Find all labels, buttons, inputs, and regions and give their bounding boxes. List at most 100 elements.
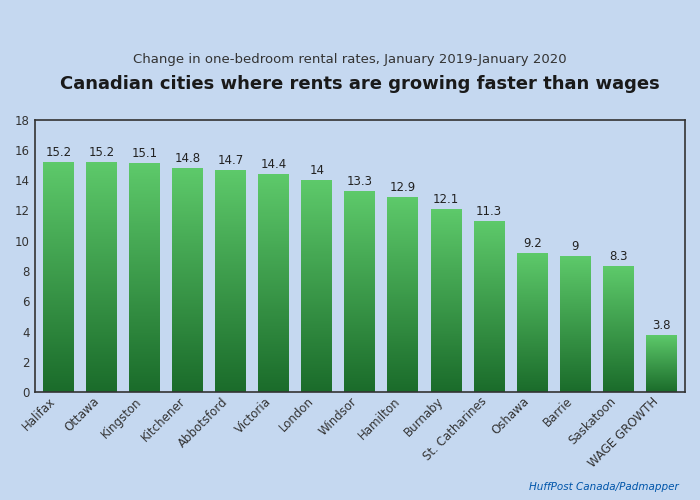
Bar <box>344 308 375 310</box>
Bar <box>216 238 246 240</box>
Bar <box>560 348 591 349</box>
Bar <box>344 206 375 207</box>
Bar <box>302 290 332 292</box>
Bar <box>302 213 332 214</box>
Bar <box>474 251 505 252</box>
Bar <box>216 241 246 242</box>
Bar <box>172 310 203 312</box>
Bar <box>216 314 246 316</box>
Bar <box>430 375 461 376</box>
Bar <box>344 270 375 272</box>
Bar <box>130 247 160 248</box>
Bar <box>172 390 203 391</box>
Bar <box>43 364 74 366</box>
Bar <box>560 324 591 326</box>
Bar <box>560 288 591 290</box>
Bar <box>560 279 591 280</box>
Bar <box>216 322 246 323</box>
Bar <box>430 363 461 364</box>
Bar <box>474 238 505 239</box>
Bar <box>560 314 591 315</box>
Bar <box>517 271 547 272</box>
Bar <box>344 370 375 371</box>
Bar <box>388 389 419 390</box>
Bar <box>344 239 375 240</box>
Bar <box>43 182 74 184</box>
Bar <box>43 336 74 337</box>
Bar <box>43 369 74 370</box>
Bar <box>130 266 160 268</box>
Bar <box>216 212 246 213</box>
Bar <box>216 208 246 210</box>
Bar <box>430 240 461 241</box>
Bar <box>560 365 591 366</box>
Bar <box>430 219 461 220</box>
Bar <box>560 326 591 327</box>
Bar <box>474 285 505 286</box>
Bar <box>130 288 160 290</box>
Bar <box>302 340 332 342</box>
Bar <box>216 328 246 330</box>
Bar <box>517 312 547 313</box>
Bar <box>172 372 203 373</box>
Bar <box>344 384 375 385</box>
Bar <box>388 286 419 288</box>
Bar <box>43 278 74 280</box>
Bar <box>43 366 74 367</box>
Bar <box>43 368 74 369</box>
Bar <box>560 282 591 283</box>
Bar <box>517 273 547 274</box>
Bar <box>388 388 419 389</box>
Bar <box>388 216 419 218</box>
Bar <box>43 288 74 290</box>
Bar <box>603 372 634 374</box>
Bar <box>560 267 591 268</box>
Bar <box>430 210 461 212</box>
Bar <box>258 329 289 330</box>
Bar <box>430 246 461 248</box>
Bar <box>517 376 547 377</box>
Bar <box>388 242 419 244</box>
Bar <box>344 198 375 199</box>
Bar <box>474 318 505 320</box>
Bar <box>517 346 547 347</box>
Bar <box>388 310 419 311</box>
Bar <box>258 271 289 272</box>
Bar <box>430 285 461 286</box>
Bar <box>474 267 505 268</box>
Bar <box>560 270 591 271</box>
Bar <box>86 361 117 362</box>
Bar <box>172 271 203 272</box>
Bar <box>216 186 246 188</box>
Bar <box>388 265 419 266</box>
Bar <box>302 318 332 319</box>
Bar <box>302 337 332 338</box>
Bar <box>216 294 246 296</box>
Bar <box>130 223 160 224</box>
Bar <box>216 251 246 252</box>
Bar <box>172 268 203 269</box>
Bar <box>216 342 246 343</box>
Bar <box>302 380 332 382</box>
Bar <box>430 344 461 346</box>
Bar <box>603 315 634 316</box>
Bar <box>130 378 160 380</box>
Bar <box>430 328 461 329</box>
Bar <box>302 184 332 186</box>
Bar <box>344 274 375 276</box>
Bar <box>130 343 160 344</box>
Bar <box>302 276 332 278</box>
Bar <box>302 322 332 324</box>
Bar <box>130 338 160 340</box>
Bar <box>216 296 246 298</box>
Bar <box>302 354 332 355</box>
Bar <box>344 342 375 343</box>
Bar <box>517 254 547 255</box>
Bar <box>258 178 289 180</box>
Bar <box>43 178 74 179</box>
Bar <box>172 194 203 195</box>
Bar <box>130 328 160 330</box>
Bar <box>86 201 117 202</box>
Bar <box>430 227 461 228</box>
Bar <box>258 360 289 362</box>
